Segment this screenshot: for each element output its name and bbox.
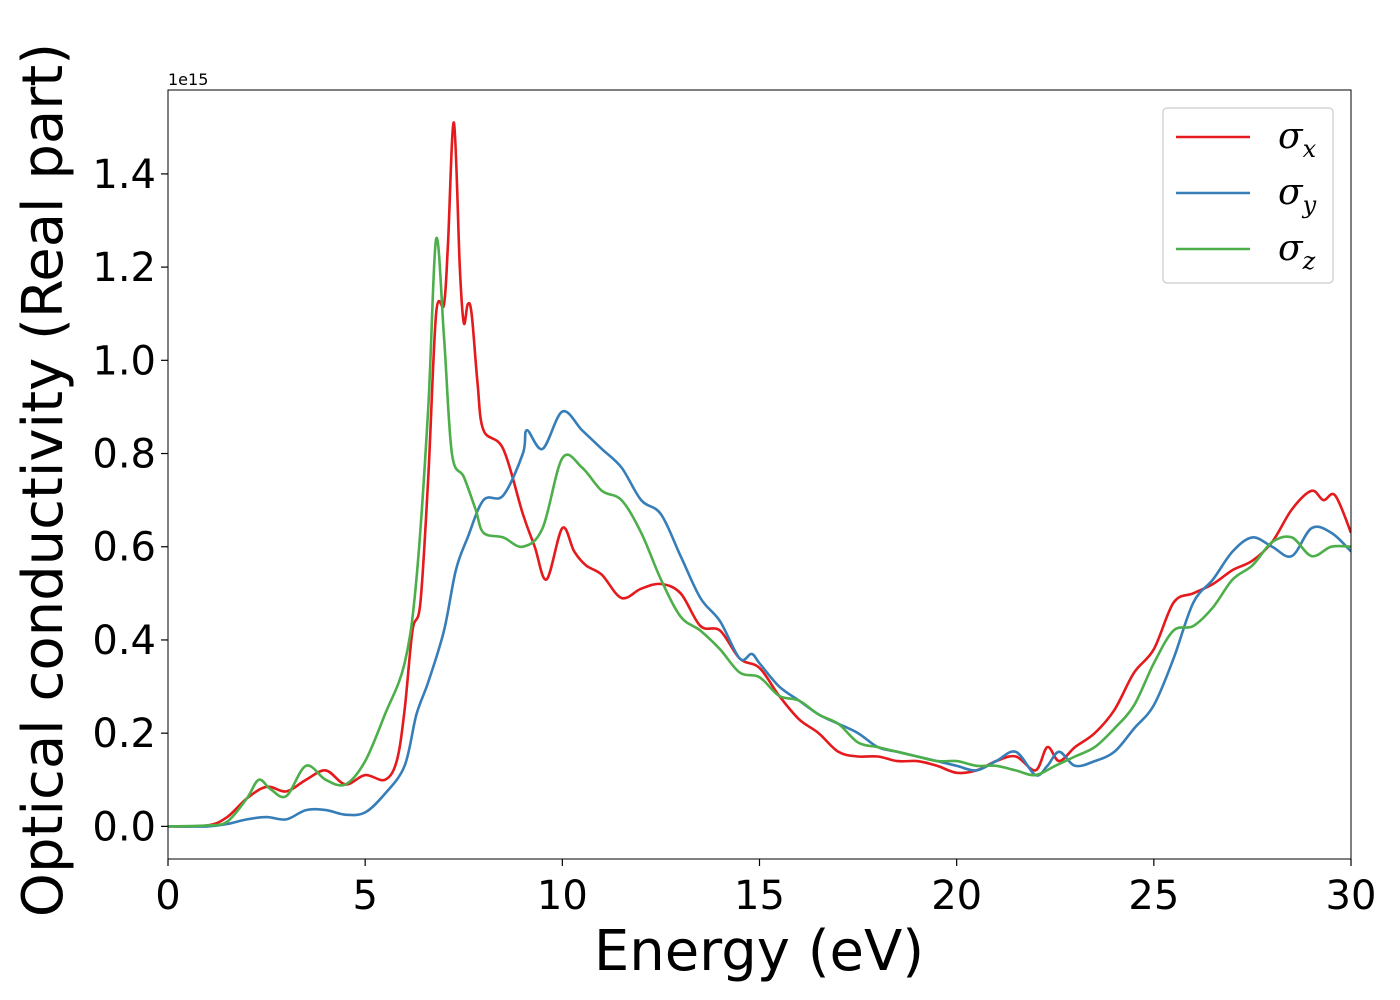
y-tick-label: 1.0 — [92, 338, 156, 384]
x-tick-label: 30 — [1326, 873, 1377, 919]
legend-subscript: y — [1302, 191, 1317, 219]
y-tick-label: 0.2 — [92, 711, 156, 757]
legend-label-y: σy — [1278, 172, 1317, 219]
legend-label-x: σx — [1278, 116, 1317, 163]
series-line-z — [168, 236, 1351, 828]
series-line-x — [168, 121, 1351, 828]
legend-subscript: x — [1303, 135, 1317, 163]
legend-symbol: σ — [1278, 228, 1304, 269]
series-layer — [168, 121, 1351, 828]
legend-subscript: z — [1302, 247, 1316, 275]
x-axis-label: Energy (eV) — [594, 919, 924, 984]
x-tick-label: 0 — [155, 873, 180, 919]
x-tick-label: 5 — [352, 873, 377, 919]
y-tick-label: 0.0 — [92, 804, 156, 850]
y-axis-ticks: 0.0 0.2 0.4 0.6 0.8 1.0 1.2 1.4 — [92, 152, 168, 850]
x-tick-label: 25 — [1128, 873, 1179, 919]
legend-label-z: σz — [1278, 228, 1316, 275]
y-tick-label: 1.4 — [92, 152, 156, 198]
y-offset-label: 1e15 — [168, 70, 208, 89]
legend-symbol: σ — [1278, 172, 1304, 213]
x-tick-label: 15 — [734, 873, 785, 919]
legend-symbol: σ — [1278, 116, 1304, 157]
series-line-y — [168, 409, 1351, 828]
y-tick-label: 0.6 — [92, 525, 156, 571]
y-tick-label: 1.2 — [92, 245, 156, 291]
y-tick-label: 0.8 — [92, 432, 156, 478]
y-tick-label: 0.4 — [92, 618, 156, 664]
x-tick-label: 10 — [537, 873, 588, 919]
x-tick-label: 20 — [931, 873, 982, 919]
y-axis-label: Optical conductivity (Real part) — [11, 43, 76, 917]
x-axis-ticks: 0 5 10 15 20 25 30 — [155, 859, 1376, 919]
legend-box — [1162, 107, 1334, 284]
